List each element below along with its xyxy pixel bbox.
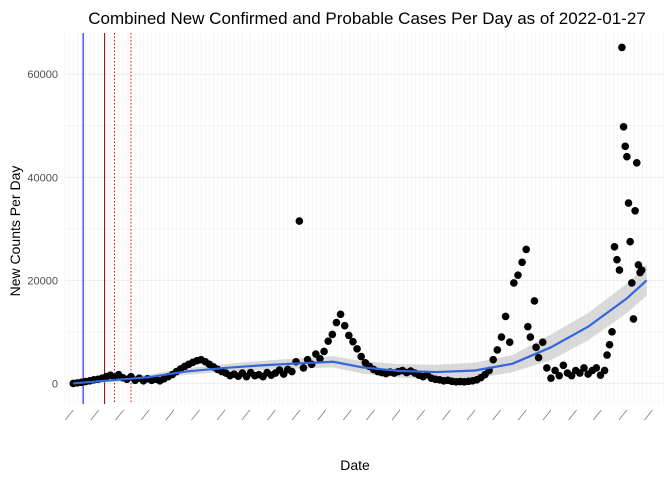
y-axis-label: New Counts Per Day bbox=[7, 166, 23, 297]
trend-line bbox=[73, 279, 648, 385]
x-axis-label: Date bbox=[340, 457, 370, 473]
x-tick-mark bbox=[317, 409, 327, 421]
data-point bbox=[610, 243, 619, 251]
data-point bbox=[332, 318, 341, 327]
data-point bbox=[524, 322, 532, 331]
y-axis-ticks: 0 20000 40000 60000 bbox=[27, 69, 58, 390]
confidence-band bbox=[73, 264, 647, 385]
data-point bbox=[336, 310, 345, 319]
x-tick-mark bbox=[216, 409, 226, 421]
data-point bbox=[316, 354, 324, 363]
x-axis-ticks bbox=[64, 409, 653, 421]
data-point bbox=[624, 199, 633, 207]
data-point bbox=[608, 328, 616, 336]
x-tick-mark bbox=[517, 409, 527, 421]
data-point bbox=[626, 237, 634, 246]
data-point bbox=[534, 353, 543, 362]
data-point bbox=[295, 217, 304, 225]
x-tick-mark bbox=[115, 409, 124, 421]
data-point bbox=[559, 361, 568, 370]
data-point bbox=[631, 206, 639, 215]
data-point bbox=[547, 374, 555, 383]
x-tick-mark bbox=[291, 409, 301, 421]
y-tick-label: 40000 bbox=[27, 172, 58, 184]
data-point bbox=[605, 340, 614, 349]
data-point bbox=[320, 347, 328, 356]
data-point bbox=[600, 366, 609, 375]
x-tick-mark bbox=[342, 409, 352, 421]
data-point bbox=[603, 351, 611, 359]
x-tick-mark bbox=[90, 409, 100, 421]
grid-lines bbox=[64, 33, 664, 404]
data-point bbox=[551, 366, 559, 375]
data-point bbox=[349, 337, 357, 346]
data-point bbox=[632, 159, 641, 167]
data-point bbox=[555, 371, 564, 380]
x-tick-mark bbox=[568, 409, 577, 421]
data-point bbox=[530, 297, 539, 305]
data-point bbox=[505, 338, 514, 346]
data-point bbox=[328, 330, 337, 339]
data-point bbox=[288, 367, 296, 376]
data-point bbox=[615, 266, 624, 274]
data-point bbox=[629, 315, 638, 323]
x-tick-mark bbox=[391, 409, 401, 421]
data-point bbox=[623, 152, 631, 161]
x-tick-mark bbox=[542, 409, 552, 421]
x-tick-mark bbox=[267, 409, 276, 421]
x-tick-mark bbox=[492, 409, 501, 421]
x-tick-mark bbox=[644, 409, 653, 421]
data-point bbox=[497, 333, 506, 341]
y-tick-label: 0 bbox=[52, 378, 58, 390]
confidence-band-area bbox=[73, 264, 647, 385]
x-tick-mark bbox=[592, 409, 602, 421]
y-tick-label: 60000 bbox=[27, 69, 58, 81]
data-point bbox=[353, 345, 361, 353]
data-point bbox=[628, 279, 636, 287]
data-point bbox=[522, 245, 531, 254]
reference-lines bbox=[82, 33, 132, 404]
data-point bbox=[637, 266, 646, 274]
data-point bbox=[580, 364, 588, 372]
data-point bbox=[514, 271, 522, 279]
data-point bbox=[510, 279, 518, 287]
data-point bbox=[357, 352, 365, 361]
y-tick-label: 20000 bbox=[27, 275, 58, 287]
x-tick-mark bbox=[140, 409, 150, 421]
data-point bbox=[592, 364, 601, 372]
x-tick-mark bbox=[441, 409, 451, 421]
chart-title: Combined New Confirmed and Probable Case… bbox=[88, 9, 646, 28]
data-point bbox=[613, 255, 621, 264]
data-point bbox=[345, 331, 353, 340]
x-tick-mark bbox=[466, 409, 476, 421]
data-point bbox=[489, 355, 498, 364]
data-point bbox=[543, 364, 551, 372]
data-point bbox=[518, 258, 526, 267]
x-tick-mark bbox=[241, 409, 251, 421]
data-point bbox=[299, 364, 308, 372]
data-point bbox=[526, 333, 535, 341]
data-point bbox=[532, 343, 540, 352]
data-point bbox=[538, 338, 547, 346]
data-point bbox=[567, 371, 576, 380]
x-tick-mark bbox=[618, 409, 628, 421]
data-point bbox=[618, 43, 626, 52]
x-tick-mark bbox=[416, 409, 426, 421]
data-point bbox=[576, 369, 584, 377]
x-tick-mark bbox=[366, 409, 375, 421]
data-point bbox=[493, 346, 502, 354]
x-tick-mark bbox=[165, 409, 175, 421]
trend-line-path bbox=[73, 279, 648, 385]
x-tick-mark bbox=[191, 409, 200, 421]
data-point bbox=[324, 337, 332, 345]
data-point bbox=[501, 312, 510, 321]
data-point bbox=[621, 142, 630, 151]
data-point bbox=[619, 122, 628, 131]
data-point bbox=[340, 321, 349, 330]
x-tick-mark bbox=[64, 409, 74, 421]
